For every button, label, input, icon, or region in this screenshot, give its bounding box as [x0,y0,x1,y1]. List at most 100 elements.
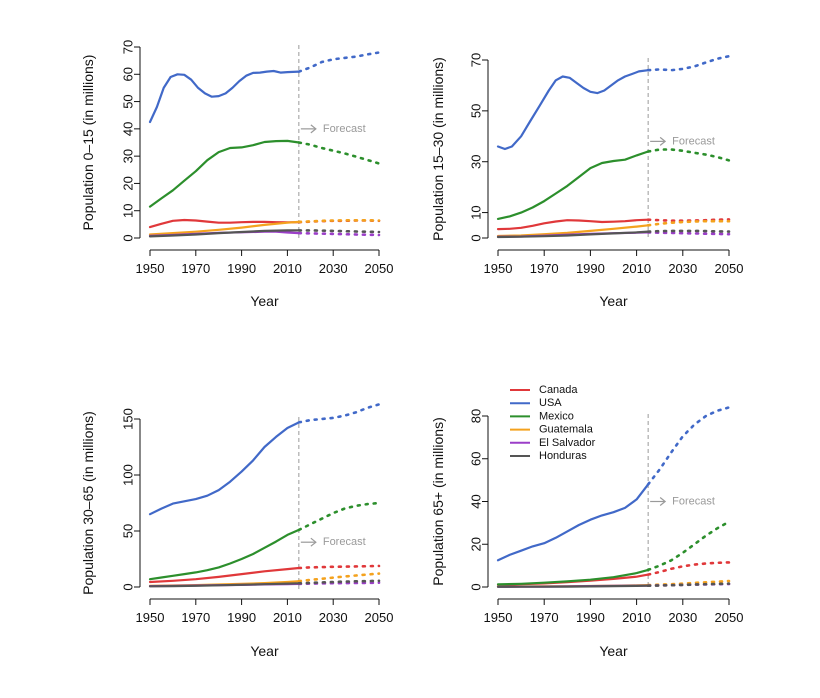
panel-1-y-tick-label: 70 [121,40,136,54]
panel-2-x-tick-label: 2030 [668,261,697,276]
panel-2-x-tick-label: 2010 [622,261,651,276]
panel-1-y-tick-label: 60 [121,67,136,81]
panel-4-forecast-arrow-head [659,497,667,506]
panel-3-x-tick-label: 2030 [319,610,348,625]
legend-label-mexico: Mexico [539,410,574,422]
panel-2-y-tick-label: 30 [469,154,484,168]
panel-2-y-tick-label: 50 [469,104,484,118]
panel-4-x-tick-label: 1950 [484,610,513,625]
panel-2-series-mexico-actual [496,150,650,220]
panel-3-y-tick-label: 100 [121,464,136,486]
panel-3-x-tick-label: 1970 [181,610,210,625]
panel-2-x-tick-label: 1950 [484,261,513,276]
panel-1-series-honduras-forecast [297,229,381,234]
panel-4: 0 20 40 60 80 1950 1970 1990 2010 2030 2050 Year Pop… [430,384,743,659]
panel-3-y-tick-label: 50 [121,524,136,538]
panel-3: 0 50 100 150 1950 1970 1990 2010 2030 2050 Year Pop… [80,403,394,659]
panel-1-series-el-salvador-forecast [297,231,381,237]
panel-1-y-tick-label: 40 [121,122,136,136]
panel-2-x-tick-label: 1970 [530,261,559,276]
panel-3-series-mexico-actual [148,528,300,581]
panel-1-x-tick-label: 2010 [273,261,302,276]
panel-1-forecast-label: Forecast [323,123,366,135]
panel-2-forecast-label: Forecast [672,135,715,147]
panel-3-x-tick-label: 2010 [273,610,302,625]
panel-4-x-tick-label: 1970 [530,610,559,625]
panel-3-forecast-arrow-head [310,537,317,547]
panel-2-series-el-salvador-forecast [646,231,731,236]
panel-1-y-tick-label: 30 [121,149,136,163]
panel-2-series-usa-actual [496,69,650,151]
panel-2-series-canada-actual [496,218,650,231]
panel-4-x-tick-label: 2030 [668,610,697,625]
panel-1-x-axis-title: Year [250,293,279,309]
panel-2-forecast-arrow-head [659,136,667,146]
panel-4-series-mexico-actual [496,568,650,586]
panel-4-y-tick-label: 60 [469,452,484,466]
panel-1-y-tick-label: 0 [121,234,136,241]
panel-1-y-tick-label: 20 [121,176,136,190]
panel-4-y-tick-label: 40 [469,494,484,508]
panel-3-x-tick-label: 1950 [136,610,165,625]
panel-1-series-honduras-actual [148,229,300,238]
panel-3-y-tick-label: 150 [121,408,136,430]
panel-4-series-guatemala-forecast [646,579,731,587]
panel-3-series-canada-actual [148,566,300,584]
panel-4-forecast-label: Forecast [672,496,715,508]
panel-4-series-honduras-forecast [646,582,731,587]
panel-4-y-tick-label: 80 [469,409,484,423]
panel-2-x-axis-title: Year [599,293,628,309]
panel-3-x-tick-label: 2050 [365,610,394,625]
legend-label-canada: Canada [539,384,578,396]
panel-3-series-usa-actual [148,421,300,516]
panel-4-y-tick-label: 20 [469,537,484,551]
panel-2-y-tick-label: 10 [469,205,484,219]
panel-1-series-guatemala-actual [148,220,300,236]
panel-2-series-honduras-actual [496,230,650,239]
panel-3-series-guatemala-forecast [297,572,381,583]
panel-2-series-honduras-forecast [646,229,731,233]
panel-1-series-guatemala-forecast [297,219,381,224]
panel-1-series-mexico-actual [148,139,300,208]
panel-4-y-tick-label: 0 [469,583,484,590]
panel-2: 0 10 30 50 70 1950 1970 1990 2010 2030 2050 Year Pop… [430,53,743,309]
panel-2-x-tick-label: 2050 [715,261,744,276]
panel-1-series-usa-forecast [297,51,381,73]
panel-3-series-usa-forecast [297,403,381,424]
panel-3-series-el-salvador-forecast [297,581,381,586]
panel-2-series-guatemala-forecast [646,219,731,227]
panel-3-series-honduras-forecast [297,579,381,585]
panel-3-x-axis-title: Year [250,643,279,659]
panel-1-x-tick-label: 2050 [365,261,394,276]
panel-4-series-usa-actual [496,483,650,562]
panel-3-series-canada-forecast [297,564,381,570]
panel-1-forecast-arrow-head [310,124,317,134]
panel-2-y-axis-title: Population 15–30 (in millions) [430,57,446,241]
legend-label-honduras: Honduras [539,450,587,462]
legend-label-el-salvador: El Salvador [539,437,596,449]
legend-label-guatemala: Guatemala [539,424,594,436]
panel-1-series-mexico-forecast [297,141,381,165]
panel-1-series-usa-actual [148,69,300,124]
panel-1-x-tick-label: 1950 [136,261,165,276]
panel-1-y-axis-title: Population 0–15 (in millions) [80,55,96,231]
panel-4-series-mexico-forecast [646,520,731,572]
panel-3-y-axis-title: Population 30–65 (in millions) [80,411,96,595]
panel-2-x-tick-label: 1990 [576,261,605,276]
panel-3-series-mexico-forecast [297,501,381,532]
panel-4-x-tick-label: 2050 [715,610,744,625]
panel-4-y-axis-title: Population 65+ (in millions) [430,417,446,585]
panel-3-y-tick-label: 0 [121,583,136,590]
panel-4-series-canada-forecast [646,561,731,576]
legend-label-usa: USA [539,397,562,409]
panel-1-x-tick-label: 2030 [319,261,348,276]
panel-1-x-tick-label: 1990 [227,261,256,276]
panel-2-series-usa-forecast [646,54,731,72]
panel-3-series-honduras-actual [148,582,300,588]
panel-4-x-tick-label: 2010 [622,610,651,625]
panel-3-forecast-label: Forecast [323,536,366,548]
